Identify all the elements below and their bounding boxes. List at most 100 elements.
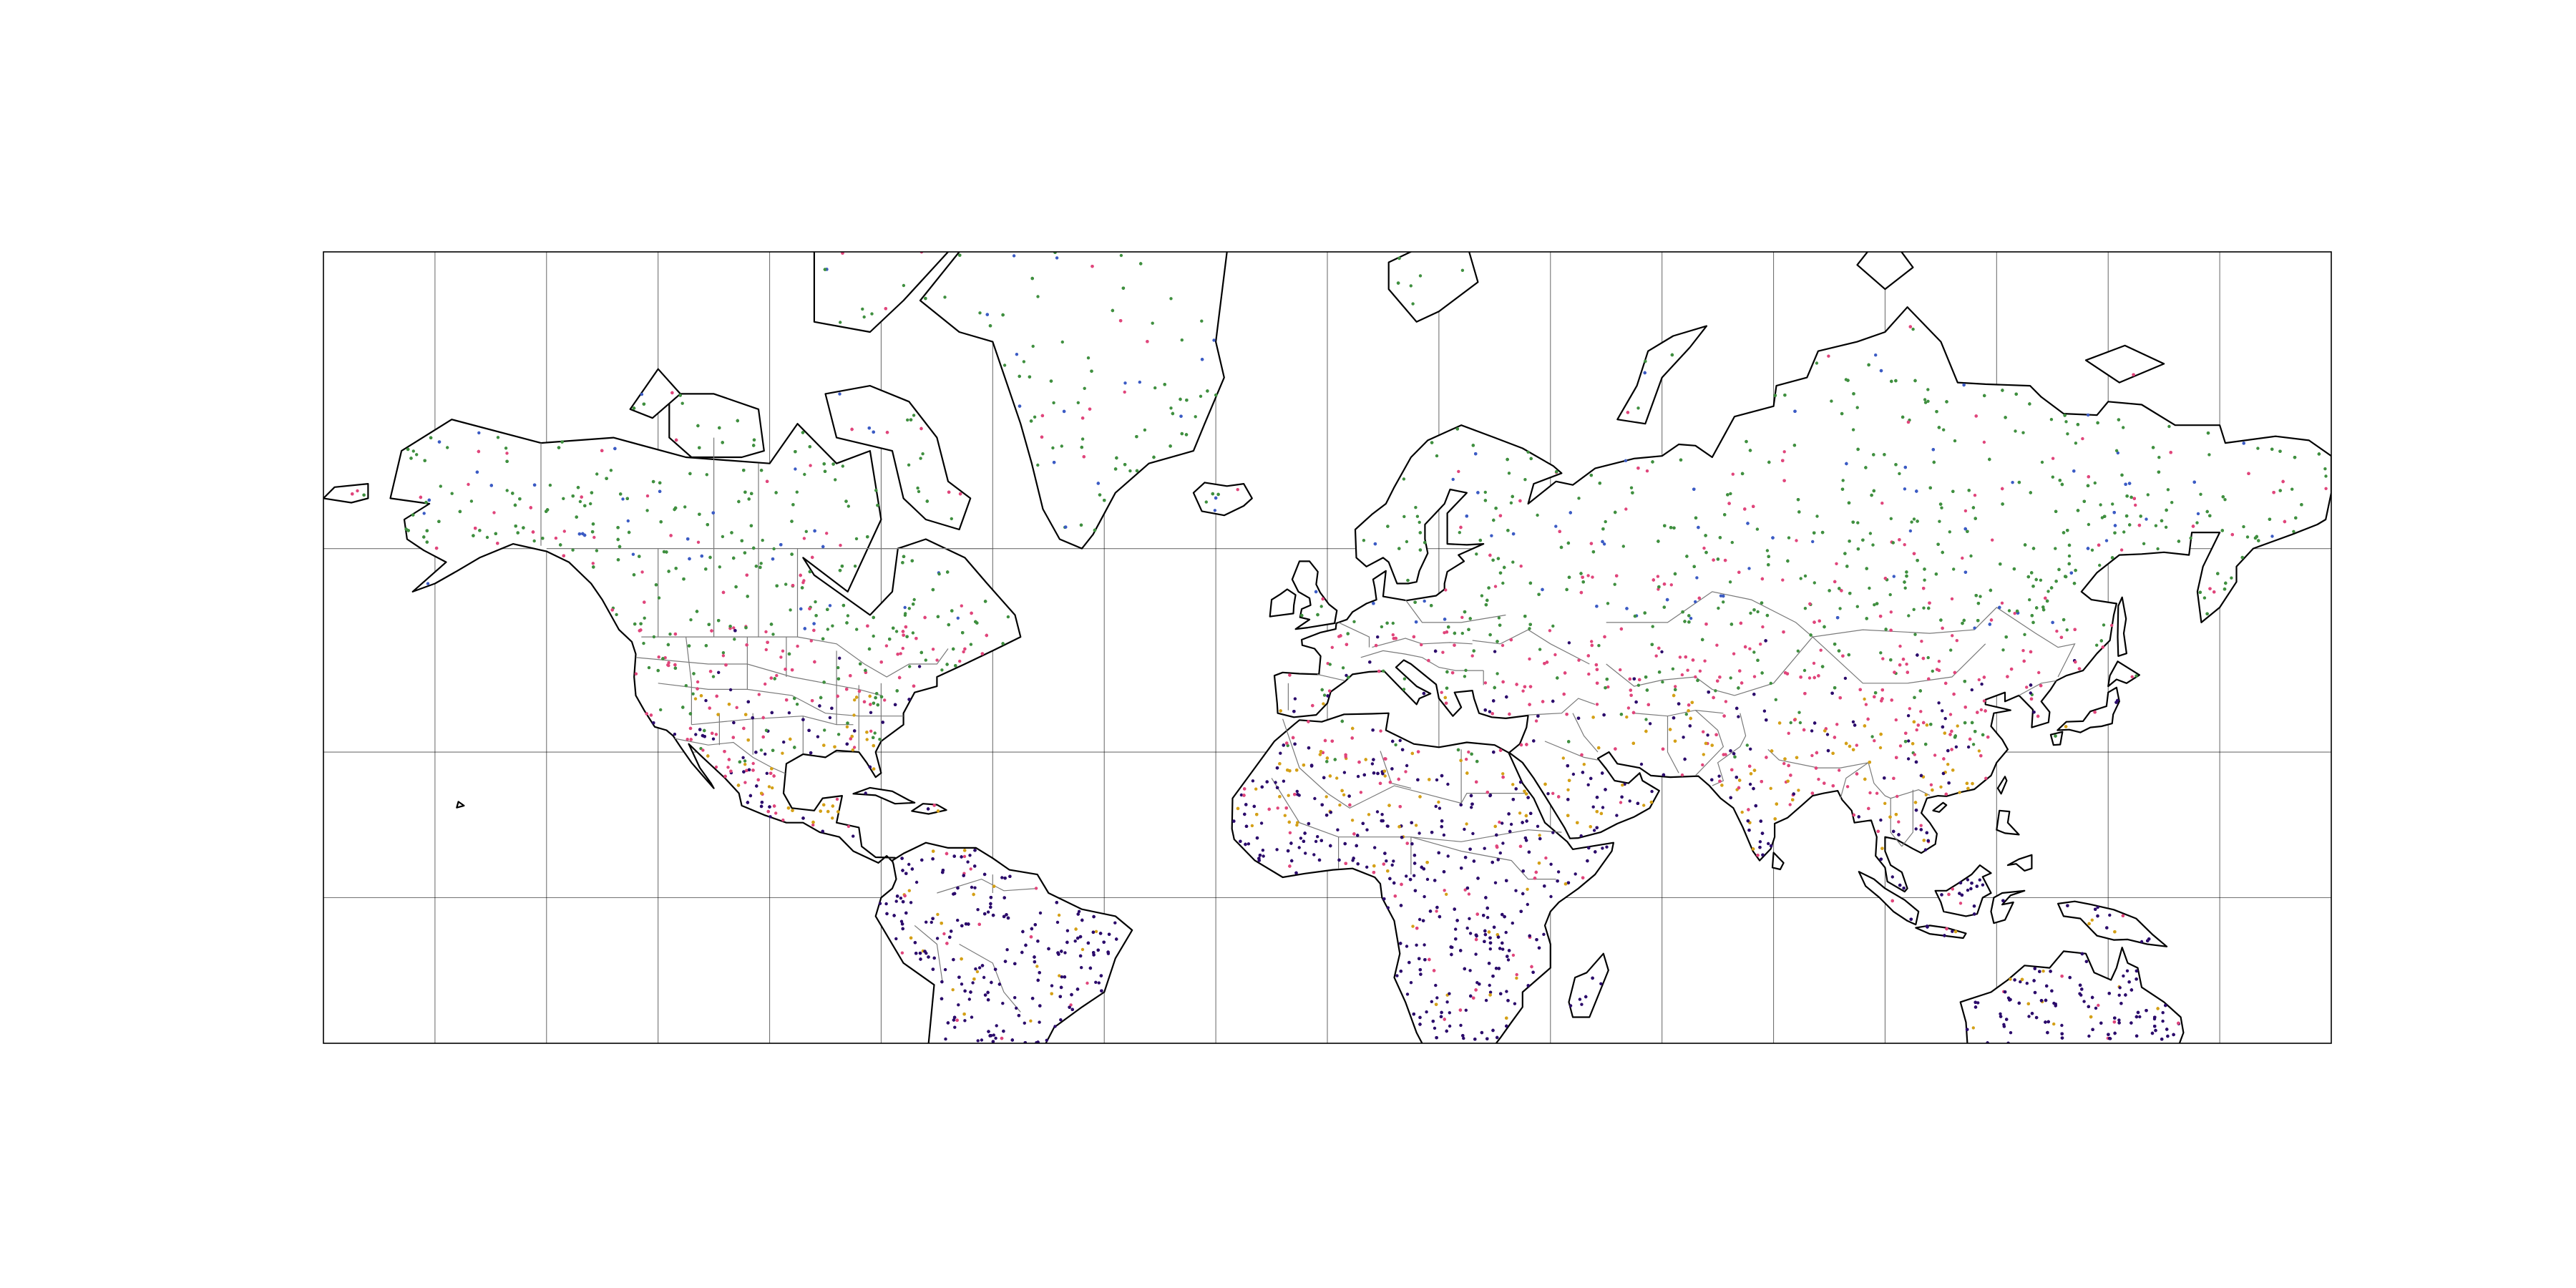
- station-marker: [789, 608, 792, 612]
- station-marker: [1411, 302, 1415, 306]
- station-marker: [1841, 479, 1845, 482]
- station-marker: [1580, 1002, 1584, 1006]
- station-marker: [2140, 940, 2144, 944]
- station-marker: [779, 655, 783, 659]
- station-marker: [804, 530, 809, 533]
- station-marker: [2114, 449, 2119, 452]
- land-sulawesi: [1990, 889, 2026, 924]
- station-marker: [1724, 700, 1728, 703]
- country-border: [1338, 622, 1370, 648]
- station-marker: [1123, 381, 1127, 385]
- station-marker: [1433, 1026, 1437, 1030]
- station-marker: [980, 1038, 984, 1042]
- station-marker: [1636, 683, 1641, 687]
- station-marker: [1511, 783, 1515, 786]
- station-marker: [1443, 889, 1446, 892]
- station-marker: [1702, 753, 1705, 756]
- land-great-britain: [1291, 560, 1338, 630]
- station-marker: [1404, 770, 1407, 774]
- country-border: [1472, 629, 1590, 665]
- station-marker: [2025, 686, 2029, 689]
- station-marker: [415, 453, 419, 457]
- station-marker: [1322, 693, 1327, 697]
- station-marker: [1577, 497, 1581, 500]
- station-marker: [711, 737, 716, 741]
- station-marker: [1259, 821, 1264, 825]
- station-marker: [711, 675, 716, 678]
- station-marker: [1402, 688, 1406, 691]
- station-marker: [1908, 529, 1913, 533]
- station-marker: [1694, 675, 1697, 679]
- station-marker: [652, 635, 656, 639]
- station-marker: [1356, 774, 1360, 779]
- station-marker: [2324, 474, 2328, 478]
- station-marker: [1951, 930, 1954, 933]
- station-marker: [1591, 575, 1594, 579]
- station-marker: [763, 752, 767, 756]
- station-marker: [1615, 814, 1619, 817]
- station-marker: [1870, 735, 1874, 738]
- station-marker: [1488, 947, 1492, 951]
- station-marker: [1423, 894, 1426, 899]
- station-marker: [907, 463, 911, 467]
- station-marker: [1758, 840, 1762, 844]
- station-marker: [2096, 905, 2099, 909]
- station-marker: [1246, 842, 1251, 846]
- station-marker: [1929, 783, 1933, 787]
- station-marker: [975, 970, 980, 974]
- station-marker: [1405, 945, 1409, 948]
- station-marker: [1896, 794, 1899, 799]
- station-marker: [1370, 762, 1375, 766]
- station-marker: [477, 431, 481, 435]
- station-marker: [1511, 560, 1515, 564]
- station-marker: [643, 616, 646, 620]
- station-marker: [446, 446, 449, 449]
- station-marker: [1275, 848, 1279, 852]
- station-marker: [1213, 509, 1217, 512]
- station-marker: [2014, 429, 2017, 433]
- station-marker: [1810, 753, 1814, 758]
- station-marker: [1015, 1006, 1018, 1010]
- station-marker: [970, 1015, 974, 1019]
- station-marker: [1380, 625, 1384, 629]
- station-marker: [838, 392, 841, 396]
- station-marker: [1701, 763, 1704, 767]
- station-marker: [1698, 669, 1702, 673]
- station-marker: [1980, 682, 1984, 686]
- station-marker: [1950, 597, 1954, 601]
- station-marker: [1467, 750, 1470, 754]
- station-marker: [1799, 577, 1802, 580]
- station-marker: [1813, 581, 1816, 585]
- station-marker: [1926, 399, 1930, 403]
- station-marker: [2028, 598, 2031, 602]
- station-marker: [694, 733, 698, 736]
- station-marker: [1501, 643, 1505, 648]
- station-marker: [1509, 822, 1513, 826]
- station-marker: [1719, 594, 1723, 597]
- station-marker: [968, 854, 972, 857]
- land-south-america: [874, 841, 1133, 1043]
- country-border: [674, 738, 786, 774]
- station-marker: [1613, 582, 1616, 586]
- station-marker: [816, 735, 820, 738]
- station-marker: [1619, 668, 1622, 672]
- land-java: [1915, 924, 1967, 940]
- station-marker: [743, 781, 747, 784]
- station-marker: [1966, 745, 1971, 749]
- station-marker: [1060, 444, 1064, 448]
- station-marker: [1981, 883, 1985, 887]
- station-marker: [919, 457, 922, 460]
- station-marker: [846, 614, 850, 618]
- station-marker: [956, 616, 960, 620]
- station-marker: [1383, 774, 1387, 778]
- station-marker: [1838, 769, 1841, 772]
- station-marker: [1490, 534, 1493, 537]
- station-marker: [2125, 969, 2129, 973]
- station-marker: [1924, 793, 1928, 797]
- station-marker: [2000, 601, 2004, 605]
- station-marker: [1639, 762, 1644, 766]
- station-marker: [1483, 490, 1487, 494]
- station-marker: [1574, 872, 1577, 876]
- land-ellesmere-island: [813, 252, 950, 333]
- station-marker: [772, 547, 776, 551]
